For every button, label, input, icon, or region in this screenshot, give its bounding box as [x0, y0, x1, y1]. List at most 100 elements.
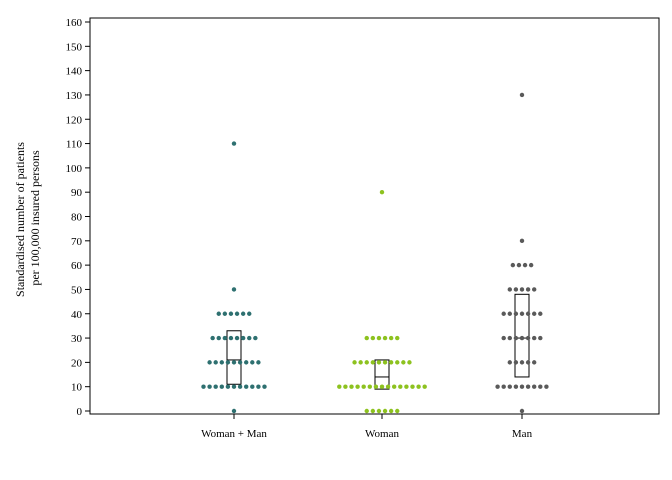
- data-point: [395, 360, 400, 365]
- data-point: [525, 311, 531, 316]
- data-point: [352, 360, 357, 365]
- data-point: [507, 335, 512, 341]
- data-point: [379, 384, 385, 389]
- y-tick-label: 150: [66, 41, 83, 53]
- data-point: [231, 360, 237, 365]
- box-layer: [226, 293, 530, 390]
- y-tick-label: 40: [71, 309, 83, 321]
- y-tick-label: 0: [77, 406, 83, 418]
- data-point: [219, 360, 224, 365]
- data-point: [519, 335, 525, 341]
- data-point: [337, 384, 342, 389]
- y-tick-label: 120: [66, 114, 83, 126]
- data-point: [228, 311, 234, 316]
- data-point: [398, 384, 403, 389]
- data-point: [388, 360, 394, 365]
- data-point: [513, 384, 519, 389]
- data-point: [231, 408, 237, 414]
- x-tick-label: Man: [512, 428, 533, 440]
- data-point: [382, 335, 388, 341]
- y-tick-label: 20: [71, 357, 83, 369]
- data-point: [513, 311, 519, 316]
- data-point: [507, 384, 512, 389]
- data-point: [343, 384, 348, 389]
- data-point: [370, 408, 376, 414]
- data-point: [250, 360, 255, 365]
- y-tick-label: 90: [71, 187, 83, 199]
- data-point: [525, 335, 531, 341]
- data-point: [213, 384, 218, 389]
- data-point: [388, 335, 394, 341]
- data-point: [240, 311, 246, 316]
- data-point: [501, 311, 506, 316]
- data-point: [201, 384, 206, 389]
- data-point: [231, 384, 237, 389]
- data-point: [237, 384, 243, 389]
- data-point: [532, 311, 537, 316]
- data-point: [364, 408, 369, 414]
- data-point: [395, 335, 400, 341]
- y-tick-label: 30: [71, 333, 83, 345]
- data-point: [416, 384, 421, 389]
- y-tick-label: 70: [71, 236, 83, 248]
- data-point: [407, 360, 412, 365]
- data-point: [410, 384, 415, 389]
- data-point: [538, 311, 543, 316]
- data-point: [262, 384, 267, 389]
- data-point: [237, 360, 243, 365]
- y-tick-label: 140: [66, 66, 83, 78]
- data-point: [376, 360, 382, 365]
- data-point: [225, 384, 231, 389]
- data-point: [495, 384, 500, 389]
- data-point: [532, 287, 537, 292]
- data-point: [519, 238, 525, 244]
- y-tick-label: 160: [66, 17, 83, 29]
- y-tick-label: 50: [71, 284, 83, 296]
- data-point: [519, 311, 525, 316]
- data-point: [519, 360, 525, 365]
- data-point: [370, 335, 376, 341]
- data-point: [422, 384, 427, 389]
- data-point: [207, 384, 212, 389]
- y-tick-label: 10: [71, 382, 83, 394]
- data-point: [222, 335, 228, 341]
- data-point: [513, 360, 519, 365]
- data-point: [247, 335, 252, 341]
- iqr-box: [226, 330, 242, 385]
- x-tick-label: Woman + Man: [201, 428, 267, 440]
- data-point: [525, 287, 531, 292]
- data-point: [538, 335, 543, 341]
- data-point: [364, 335, 369, 341]
- data-point: [525, 360, 531, 365]
- data-point: [519, 408, 525, 414]
- y-tick-label: 110: [66, 139, 83, 151]
- data-point: [528, 262, 534, 268]
- data-point: [247, 311, 252, 316]
- data-point: [525, 384, 531, 389]
- data-point: [256, 360, 261, 365]
- data-point: [513, 287, 519, 292]
- iqr-box: [374, 359, 390, 390]
- data-point: [240, 335, 246, 341]
- data-point: [538, 384, 543, 389]
- data-point: [231, 141, 237, 146]
- data-point: [373, 384, 379, 389]
- data-point: [355, 384, 360, 389]
- data-point: [207, 360, 212, 365]
- data-point: [376, 335, 382, 341]
- data-point: [231, 287, 237, 292]
- data-point: [370, 360, 376, 365]
- data-point: [507, 311, 512, 316]
- data-point: [401, 360, 406, 365]
- data-point: [376, 408, 382, 414]
- data-point: [358, 360, 363, 365]
- y-axis: 0 10 20 30 40 50 60 70 80 90 100 110 120 130 140 150 160: [66, 17, 90, 418]
- data-point: [501, 335, 506, 341]
- data-point: [519, 287, 525, 292]
- data-point: [507, 360, 512, 365]
- iqr-box: [514, 293, 530, 378]
- data-point: [501, 384, 506, 389]
- data-point: [234, 335, 240, 341]
- data-point: [513, 335, 519, 341]
